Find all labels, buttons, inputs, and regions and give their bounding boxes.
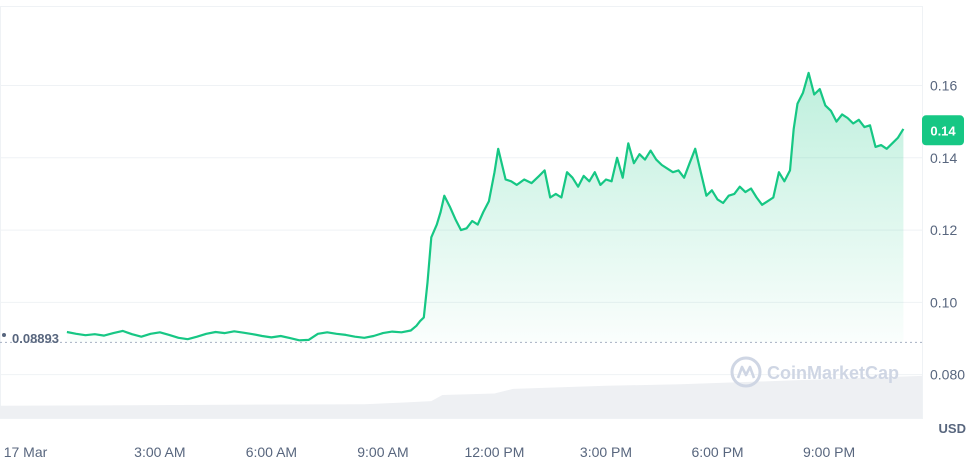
x-tick-label: 9:00 PM: [803, 444, 855, 460]
x-axis: 17 Mar 3:00 AM 6:00 AM 9:00 AM 12:00 PM 3:00 …: [4, 444, 855, 460]
watermark: CoinMarketCap: [730, 356, 899, 388]
x-tick-label: 17 Mar: [4, 444, 48, 460]
open-price-value: 0.08893: [12, 331, 59, 346]
volume-bars: [0, 375, 922, 418]
price-line-series: [66, 71, 905, 342]
x-tick-label: 6:00 AM: [246, 444, 297, 460]
y-tick-label: 0.080: [930, 367, 965, 383]
currency-unit-label: USD: [939, 421, 966, 436]
current-price-value: 0.14: [930, 123, 956, 138]
y-tick-label: 0.10: [930, 294, 957, 310]
y-tick-label: 0.12: [930, 222, 957, 238]
coinmarketcap-logo-icon: [730, 356, 762, 388]
x-tick-label: 3:00 AM: [134, 444, 185, 460]
open-price-label: 0.08893: [2, 331, 59, 346]
current-price-badge: 0.14: [922, 115, 964, 146]
watermark-text: CoinMarketCap: [767, 363, 899, 383]
x-tick-label: 12:00 PM: [464, 444, 524, 460]
x-tick-label: 6:00 PM: [691, 444, 743, 460]
price-area-fill: [66, 72, 904, 343]
y-tick-label: 0.16: [930, 78, 957, 94]
x-tick-label: 3:00 PM: [580, 444, 632, 460]
y-axis: 0.16 0.14 0.12 0.10 0.080: [930, 78, 965, 383]
volume-area: [0, 375, 922, 418]
plot-frame: [0, 6, 923, 419]
y-tick-label: 0.14: [930, 150, 957, 166]
x-tick-label: 9:00 AM: [357, 444, 408, 460]
